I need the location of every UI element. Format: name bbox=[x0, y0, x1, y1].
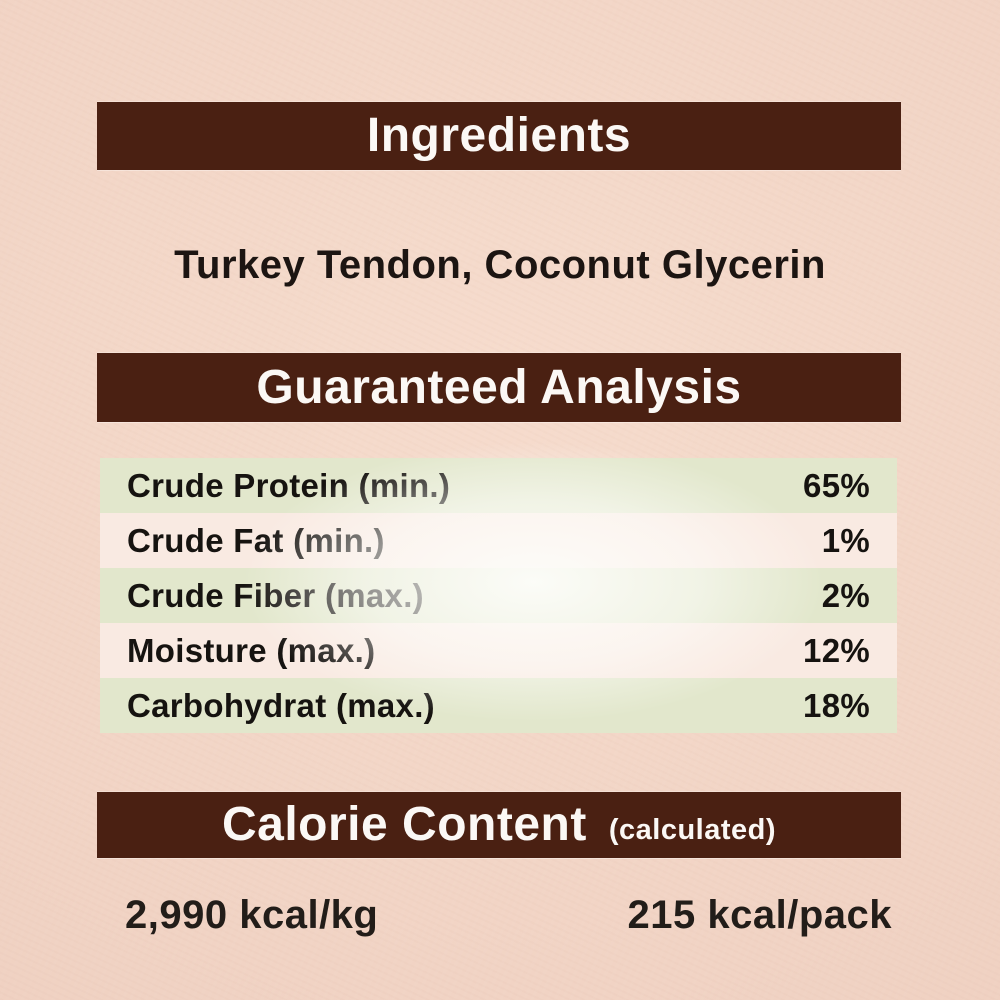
nutrient-value: 65% bbox=[803, 466, 870, 504]
calorie-values-row: 2,990 kcal/kg 215 kcal/pack bbox=[0, 893, 1000, 937]
nutrient-value: 1% bbox=[821, 521, 870, 559]
nutrient-name: Crude Protein (min.) bbox=[127, 466, 451, 504]
guaranteed-analysis-header-bar: Guaranteed Analysis bbox=[97, 353, 901, 422]
nutrient-name: Crude Fat (min.) bbox=[127, 521, 385, 559]
analysis-row-crude-fat: Crude Fat (min.) 1% bbox=[100, 513, 897, 568]
calorie-content-title: Calorie Content bbox=[221, 798, 587, 851]
guaranteed-analysis-table: Crude Protein (min.) 65% Crude Fat (min.… bbox=[60, 428, 937, 763]
ingredients-title: Ingredients bbox=[366, 109, 632, 162]
ingredients-list-text: Turkey Tendon, Coconut Glycerin bbox=[174, 243, 826, 287]
nutrient-value: 2% bbox=[821, 576, 870, 614]
nutrient-name: Crude Fiber (max.) bbox=[127, 576, 424, 614]
analysis-row-crude-protein: Crude Protein (min.) 65% bbox=[100, 458, 897, 513]
nutrient-name: Carbohydrat (max.) bbox=[127, 686, 435, 724]
nutrient-name: Moisture (max.) bbox=[127, 631, 376, 669]
nutrient-value: 12% bbox=[803, 631, 870, 669]
nutrient-value: 18% bbox=[803, 686, 870, 724]
calorie-content-subtitle: (calculated) bbox=[608, 813, 777, 846]
ingredients-header-bar: Ingredients bbox=[97, 102, 901, 170]
kcal-per-pack-value: 215 kcal/pack bbox=[627, 893, 892, 937]
analysis-row-moisture: Moisture (max.) 12% bbox=[100, 623, 897, 678]
calorie-content-header-bar: Calorie Content (calculated) bbox=[97, 792, 901, 858]
guaranteed-analysis-title: Guaranteed Analysis bbox=[256, 360, 742, 414]
analysis-row-crude-fiber: Crude Fiber (max.) 2% bbox=[100, 568, 897, 623]
kcal-per-kg-value: 2,990 kcal/kg bbox=[125, 893, 379, 937]
analysis-row-carbohydrate: Carbohydrat (max.) 18% bbox=[100, 678, 897, 733]
